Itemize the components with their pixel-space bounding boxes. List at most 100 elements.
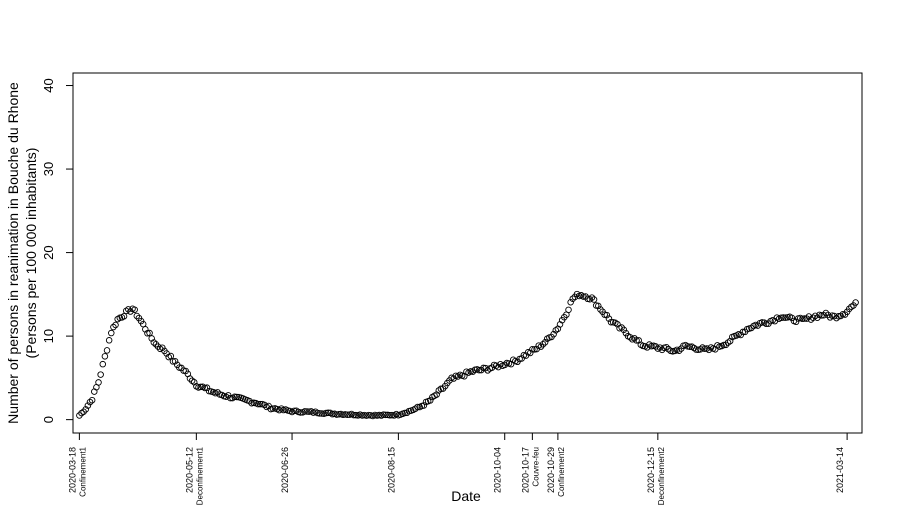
y-tick-label: 0 <box>41 416 56 423</box>
data-point <box>197 383 204 391</box>
y-axis-label-line2: (Persons per 100 000 inhabitants) <box>23 148 39 359</box>
data-point <box>701 345 708 353</box>
data-point <box>95 379 102 386</box>
data-point <box>588 294 596 301</box>
data-point <box>565 306 572 314</box>
data-point <box>344 411 351 418</box>
data-point <box>478 366 485 374</box>
data-point <box>663 343 670 351</box>
data-point <box>631 335 638 342</box>
data-point <box>845 305 853 313</box>
data-point <box>420 402 428 409</box>
data-point <box>573 290 581 298</box>
data-point <box>427 397 434 404</box>
data-point <box>803 315 810 322</box>
data-point <box>108 329 115 337</box>
data-point <box>620 326 628 334</box>
data-point <box>826 314 834 321</box>
data-point <box>335 411 343 418</box>
data-point <box>84 402 92 409</box>
data-point <box>541 339 549 346</box>
data-point <box>110 323 117 331</box>
x-tick-label: 2020-10-17 <box>520 447 530 493</box>
x-event-label: Confinement2 <box>557 446 566 496</box>
x-axis: 2020-03-18 Confinement1 2020-05-12 Deconfin… <box>67 432 848 505</box>
data-point <box>467 368 474 375</box>
data-point <box>831 312 838 320</box>
data-point <box>454 373 462 380</box>
x-tick-label: 2021-03-14 <box>835 447 845 493</box>
data-point <box>799 315 806 323</box>
data-point <box>550 330 557 338</box>
data-point <box>131 306 138 313</box>
data-point <box>656 344 664 351</box>
x-tick-label: 2020-10-04 <box>493 447 503 493</box>
data-point <box>626 334 634 341</box>
data-point <box>697 346 704 353</box>
data-point <box>684 343 691 350</box>
data-point <box>231 393 238 401</box>
data-point <box>567 299 574 306</box>
y-tick-label: 20 <box>41 245 56 259</box>
data-point <box>261 401 268 409</box>
data-point <box>435 387 443 394</box>
data-point <box>595 302 602 310</box>
data-point <box>97 371 104 378</box>
plot-frame <box>72 72 863 434</box>
data-point <box>590 296 598 303</box>
data-point <box>159 344 166 351</box>
y-tick-label: 30 <box>41 162 56 176</box>
data-point <box>103 347 111 354</box>
scatter-points <box>76 290 859 420</box>
data-point <box>186 375 194 382</box>
data-point <box>526 349 534 357</box>
data-point <box>144 330 151 337</box>
data-point <box>86 398 94 406</box>
data-point <box>316 410 323 417</box>
data-point <box>811 312 819 320</box>
data-point <box>414 403 421 411</box>
data-point <box>318 410 326 417</box>
data-point <box>176 364 183 371</box>
data-point <box>692 346 700 353</box>
data-point <box>333 411 340 418</box>
data-point <box>401 409 409 417</box>
data-point <box>382 411 389 419</box>
data-point <box>301 408 309 415</box>
x-tick-label: 2020-03-18 <box>67 447 77 493</box>
data-point <box>256 400 264 408</box>
data-point <box>142 326 149 333</box>
x-tick-label: 2020-08-15 <box>386 447 396 493</box>
y-tick-label: 10 <box>41 329 56 343</box>
data-point <box>607 318 615 326</box>
data-point <box>201 384 209 392</box>
data-point <box>190 379 198 386</box>
data-point <box>597 306 604 313</box>
data-point <box>82 406 90 413</box>
data-point <box>807 316 815 323</box>
data-point <box>148 335 155 342</box>
data-point <box>529 346 536 353</box>
data-point <box>246 397 253 405</box>
data-point <box>101 353 109 360</box>
data-point <box>133 312 141 320</box>
data-point <box>322 409 330 417</box>
data-point <box>758 319 766 326</box>
data-point <box>125 306 132 313</box>
data-point <box>341 411 349 418</box>
data-point <box>822 309 830 317</box>
x-tick-label: 2020-05-12 <box>184 447 194 493</box>
x-event-label: Confinement1 <box>78 446 87 496</box>
data-point <box>269 405 277 412</box>
data-point <box>303 408 311 415</box>
data-point <box>88 396 96 404</box>
data-point <box>352 411 360 419</box>
data-point <box>203 384 211 391</box>
x-event-label: Deconfinement2 <box>657 446 666 505</box>
data-point <box>412 405 419 412</box>
data-point <box>603 311 611 319</box>
y-axis-label-line1: Number of persons in reanimation in Bouc… <box>5 82 21 424</box>
data-point <box>820 311 827 319</box>
data-point <box>569 295 577 302</box>
